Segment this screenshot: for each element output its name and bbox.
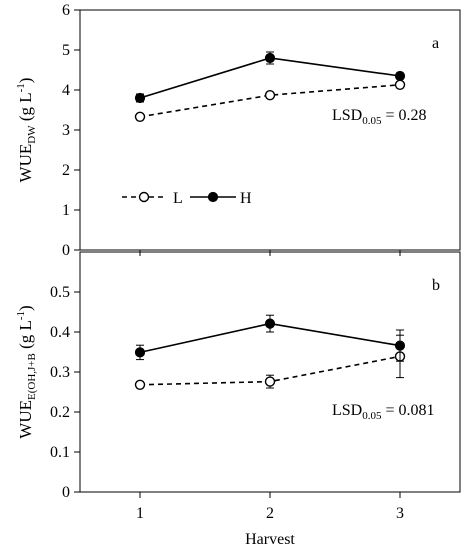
- data-point-L: [264, 376, 276, 387]
- panel-a: 0 1 2 3 4 5 6 WUEDW (g L-1) a LSD0.05 = 0.28 L H: [15, 2, 461, 259]
- y-axis-label: WUEE(OH,J+B (g L-1): [15, 305, 38, 438]
- legend-label-H: H: [240, 190, 252, 207]
- panel-b: 0 0.1 0.2 0.3 0.4 0.5 WUEE(OH,J+B (g L-1) b LSD0…: [15, 251, 461, 548]
- data-point-H: [264, 318, 276, 329]
- y-tick-label: 2: [62, 162, 70, 179]
- y-axis-label: WUEDW (g L-1): [15, 78, 38, 183]
- x-tick-label: 2: [266, 505, 274, 522]
- panel-letter: b: [432, 277, 440, 294]
- y-axis-label-sup: -1: [15, 311, 27, 320]
- y-tick-label: 0: [62, 242, 70, 259]
- data-point-L: [134, 379, 146, 390]
- legend-marker-H: [207, 191, 219, 203]
- y-tick-label: 3: [62, 122, 70, 139]
- y-axis-label-unit: (g L: [16, 320, 35, 353]
- data-point-H: [134, 347, 146, 358]
- data-point-L: [134, 111, 146, 123]
- y-tick-label: 4: [62, 82, 70, 99]
- y-tick-label: 0.2: [50, 404, 70, 421]
- data-point-H: [264, 52, 276, 64]
- lsd-annotation: LSD0.05 = 0.28: [332, 107, 427, 127]
- lsd-value: = 0.081: [381, 402, 434, 419]
- lsd-sub: 0.05: [362, 410, 382, 422]
- y-tick-label: 1: [62, 202, 70, 219]
- legend-marker-L: [138, 191, 150, 203]
- x-axis-label: Harvest: [245, 531, 295, 548]
- x-tick-label: 3: [396, 505, 404, 522]
- y-tick-label: 0.1: [50, 444, 70, 461]
- y-axis-label-close: ): [16, 305, 35, 311]
- y-axis-label-close: ): [16, 78, 35, 84]
- y-axis-label-main: WUE: [16, 144, 35, 183]
- y-tick-label: 0.3: [50, 364, 70, 381]
- data-point-L: [264, 89, 276, 101]
- y-tick-label: 0.5: [50, 284, 70, 301]
- y-axis-label-main: WUE: [16, 400, 35, 439]
- lsd-sub: 0.05: [362, 115, 382, 127]
- y-tick-label: 6: [62, 2, 70, 19]
- y-tick-label: 0: [62, 484, 70, 501]
- data-point-H: [394, 70, 406, 82]
- panel-letter: a: [432, 35, 439, 52]
- series-line-L: [139, 84, 401, 118]
- y-tick-label: 0.4: [50, 324, 70, 341]
- lsd-value: = 0.28: [381, 107, 426, 124]
- lsd-annotation: LSD0.05 = 0.081: [332, 402, 435, 422]
- y-axis-label-sub: E(OH,J+B: [26, 353, 38, 400]
- x-tick-label: 1: [136, 505, 144, 522]
- y-axis-label-unit: (g L: [16, 92, 35, 125]
- data-point-L: [394, 79, 406, 91]
- plot-frame: [79, 251, 461, 493]
- data-point-H: [134, 92, 146, 104]
- data-point-H: [394, 340, 406, 351]
- plot-frame: [79, 9, 461, 251]
- y-axis-label-sup: -1: [15, 83, 27, 92]
- y-tick-label: 5: [62, 42, 70, 59]
- lsd-prefix: LSD: [332, 107, 362, 124]
- y-axis-label-sub: DW: [26, 125, 38, 144]
- lsd-prefix: LSD: [332, 402, 362, 419]
- legend-label-L: L: [173, 190, 183, 207]
